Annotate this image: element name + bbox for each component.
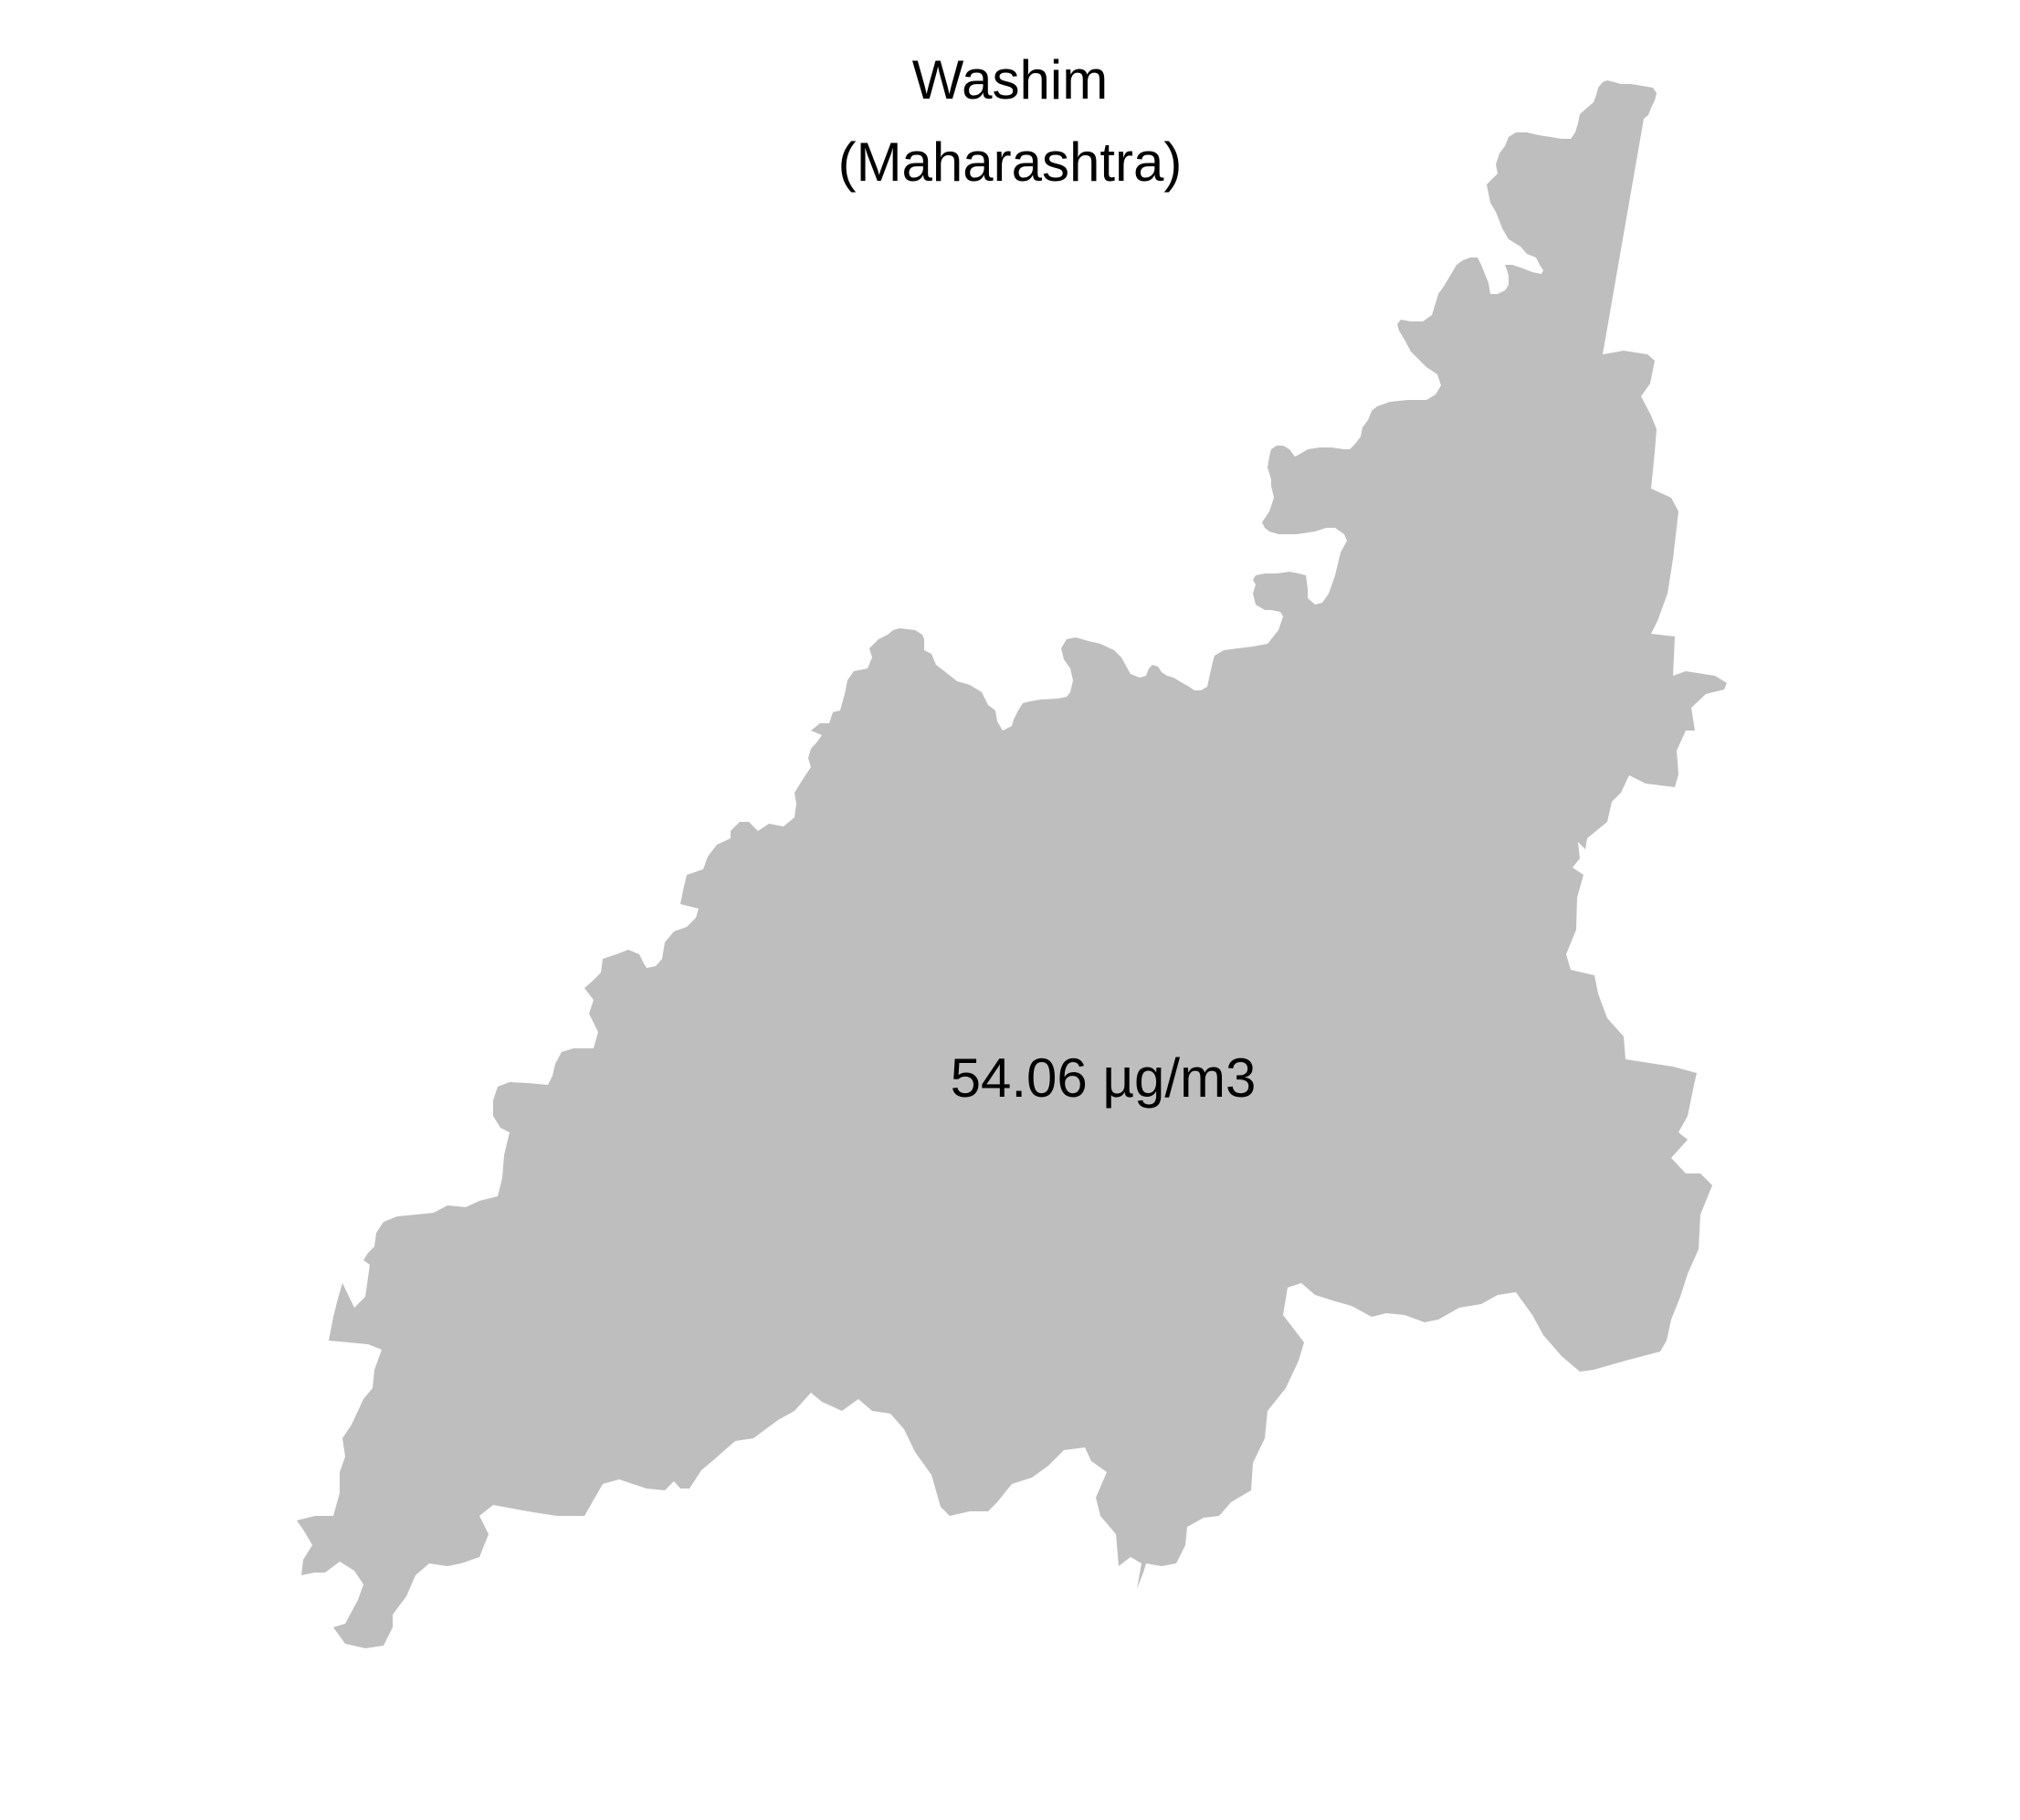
district-polygon-washim xyxy=(297,80,1727,1648)
map-subtitle: (Maharashtra) xyxy=(837,132,1183,193)
district-value-label: 54.06 µg/m3 xyxy=(951,1047,1257,1109)
map-title: Washim xyxy=(911,49,1109,110)
